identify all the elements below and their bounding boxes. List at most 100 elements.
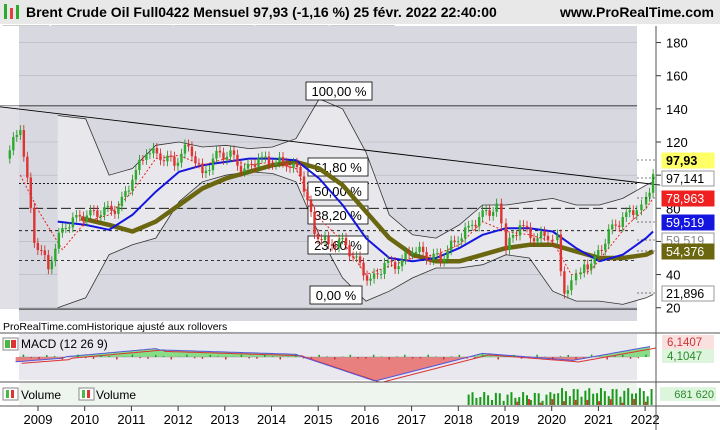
fibonacci-label: 100,00 % (312, 84, 367, 99)
candle-body (488, 210, 491, 216)
candle-body (110, 205, 113, 211)
candle-body (222, 152, 225, 160)
volume-bar (551, 399, 554, 405)
candle-body (176, 162, 180, 166)
x-tick-label: 2012 (164, 412, 193, 427)
candle-body (187, 144, 190, 147)
price-marker-label: 54,376 (666, 245, 704, 259)
candle-body (432, 253, 435, 261)
y-tick-label: 140 (666, 102, 688, 117)
candle-body (96, 210, 99, 217)
candle-body (320, 239, 323, 241)
volume-marker-bg (660, 387, 716, 401)
candle-body (183, 144, 187, 154)
volume-bar (529, 400, 532, 405)
volume-bar (584, 390, 587, 405)
candle-body (586, 264, 589, 270)
price-marker-box (661, 285, 715, 302)
candle-body (543, 231, 546, 236)
candle-body (337, 239, 341, 248)
candle-body (372, 273, 376, 279)
candle-body (418, 246, 421, 253)
candle-body (106, 205, 110, 208)
candle-body (225, 156, 229, 160)
price-marker-label: 59,519 (666, 216, 704, 230)
candle-body (477, 216, 481, 227)
time-x-axis: 2009 2010 2011 2012 2013 2014 2015 2016 2017 2018… (24, 406, 660, 427)
candle-body (411, 252, 414, 255)
candle-body (15, 134, 19, 138)
bollinger-bands (57, 98, 654, 309)
fibonacci-label-box (305, 81, 373, 101)
header-icon (4, 4, 19, 19)
volume-label-2: Volume (96, 388, 136, 402)
candle-body (246, 163, 250, 169)
candle-body (85, 215, 89, 222)
candle-body (518, 225, 522, 236)
site-link[interactable]: www.ProRealTime.com (559, 4, 714, 20)
fibonacci-label: 0,00 % (316, 288, 357, 303)
candle-body (618, 225, 621, 227)
volume-bar (619, 396, 622, 405)
candle-body (61, 227, 64, 233)
price-markers: 97,9397,14178,96359,51959,51954,37621,89… (637, 152, 715, 302)
candle-body (644, 196, 648, 205)
candle-body (155, 147, 159, 154)
volume-bar (533, 392, 536, 405)
volume-bar (490, 399, 493, 405)
candle-body (590, 263, 593, 270)
volume-bar (557, 393, 560, 405)
candle-body (194, 156, 197, 164)
candle-body (651, 174, 655, 193)
candle-body (640, 204, 643, 211)
candle-body (22, 130, 26, 157)
price-marker-box (661, 170, 715, 187)
candle-body (92, 210, 96, 212)
candle-body (82, 216, 85, 222)
candle-body (536, 238, 539, 242)
candle-body (570, 280, 573, 291)
candle-body (267, 156, 271, 165)
candle-body (211, 158, 215, 171)
candle-body (449, 240, 453, 251)
candle-body (71, 217, 75, 228)
candle-body (313, 212, 316, 235)
candle-body (474, 224, 477, 227)
volume-bar (607, 396, 610, 405)
x-tick-label: 2015 (304, 412, 333, 427)
candle-body (386, 260, 390, 263)
candle-body (309, 200, 313, 213)
volume-bar (644, 401, 647, 405)
candle-body (532, 238, 536, 242)
candle-body (400, 259, 404, 267)
volume-bar (537, 393, 540, 405)
candle-body (54, 248, 57, 262)
candle-body (239, 165, 243, 172)
volume-bar (650, 389, 653, 405)
candle-body (446, 250, 449, 259)
candle-body (159, 153, 162, 161)
candle-body (99, 215, 103, 217)
volume-bar (596, 393, 599, 405)
candle-body (218, 150, 222, 153)
y-tick-label: 160 (666, 69, 688, 84)
candle-body (358, 256, 362, 263)
candle-body (33, 207, 36, 243)
volume-bar (638, 388, 641, 405)
candle-body (29, 177, 33, 208)
candle-body (271, 164, 274, 166)
candle-body (295, 162, 299, 167)
candle-body (57, 232, 61, 249)
volume-bar (631, 393, 634, 405)
volume-bar (611, 388, 614, 405)
candle-body (278, 156, 281, 163)
bollinger-lower (57, 171, 654, 309)
volume-bar (545, 394, 548, 405)
volume-bar (572, 388, 575, 405)
candle-body (500, 203, 503, 224)
candle-body (614, 224, 617, 226)
candle-body (529, 227, 532, 239)
volume-bar (516, 401, 519, 405)
candle-body (89, 210, 92, 216)
